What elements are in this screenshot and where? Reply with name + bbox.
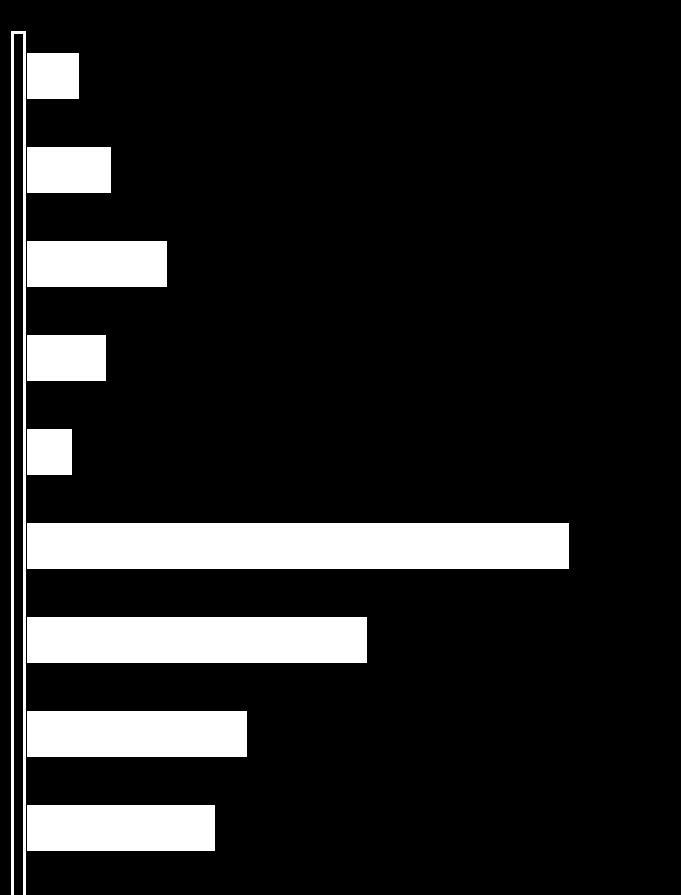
chart-stage — [0, 0, 681, 895]
chart-bar — [26, 804, 216, 852]
chart-bar — [26, 240, 168, 288]
chart-bar — [26, 428, 73, 476]
chart-y-axis-border — [11, 31, 26, 895]
chart-bar — [26, 146, 112, 194]
chart-bar — [26, 522, 570, 570]
chart-bar — [26, 616, 368, 664]
chart-bar — [26, 334, 107, 382]
chart-bar — [26, 52, 80, 100]
chart-bar — [26, 710, 248, 758]
